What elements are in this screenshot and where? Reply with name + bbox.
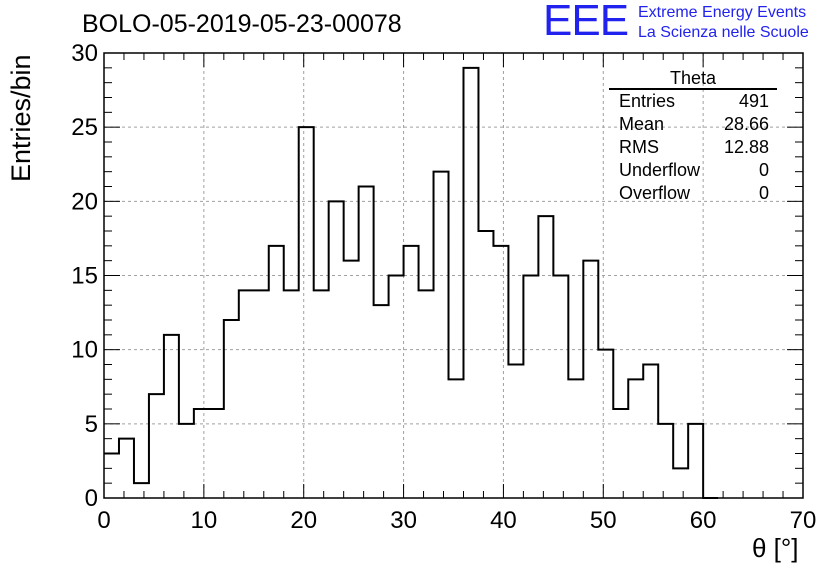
histogram-bin (478, 231, 493, 498)
histogram-bin (628, 379, 643, 498)
x-tick-label: 60 (690, 507, 717, 534)
stats-box: Theta Entries 491 Mean 28.66 RMS 12.88 Unde… (609, 68, 777, 205)
stats-value: 0 (758, 183, 769, 203)
stats-label: Underflow (619, 160, 701, 180)
stats-value: 28.66 (723, 114, 769, 134)
histogram-bin (508, 365, 523, 499)
stats-label: Entries (619, 91, 676, 111)
histogram-bin (359, 187, 374, 499)
histogram-line (104, 66, 719, 499)
histogram-bin (209, 409, 224, 498)
x-tick-label: 10 (191, 507, 218, 534)
y-tick-label: 20 (71, 188, 98, 215)
histogram-bin (463, 68, 478, 498)
histogram-bin (434, 172, 449, 498)
histogram-bin (194, 409, 209, 498)
y-tick-label: 30 (71, 40, 98, 67)
stats-label: Overflow (619, 183, 691, 203)
stats-value: 0 (758, 160, 769, 180)
x-axis-label: θ [°] (752, 533, 799, 563)
histogram-bin (344, 261, 359, 498)
y-tick-label: 25 (71, 114, 98, 141)
histogram-bin (314, 290, 329, 498)
x-tick-label: 40 (490, 507, 517, 534)
y-tick-label: 0 (85, 485, 98, 512)
logo-subtitle-2: La Scienza nelle Scuole (638, 24, 809, 41)
y-tick-label: 5 (85, 411, 98, 438)
stats-value: 12.88 (723, 137, 769, 157)
histogram-bin (688, 424, 703, 498)
x-tick-label: 50 (590, 507, 617, 534)
logo-subtitle-1: Extreme Energy Events (638, 4, 807, 21)
histogram-bin (598, 350, 613, 498)
stats-value: 491 (738, 91, 769, 111)
histogram-bin (643, 365, 658, 499)
histogram-bin (134, 483, 149, 498)
histogram-bin (284, 290, 299, 498)
stats-title: Theta (609, 68, 777, 90)
histogram-bin (389, 276, 404, 499)
histogram-bin (673, 468, 688, 498)
x-tick-label: 0 (97, 507, 110, 534)
histogram-bin (104, 454, 119, 499)
histogram-bin (493, 246, 508, 498)
chart-title: BOLO-05-2019-05-23-00078 (82, 10, 402, 38)
stats-row-overflow: Overflow 0 (609, 182, 777, 205)
histogram-bin (658, 424, 673, 498)
stats-row-rms: RMS 12.88 (609, 136, 777, 159)
histogram-bin (299, 127, 314, 498)
histogram-bin (269, 246, 284, 498)
x-tick-label: 30 (390, 507, 417, 534)
histogram-bin (254, 290, 269, 498)
y-axis-label: Entries/bin (6, 54, 36, 182)
stats-label: Mean (619, 114, 665, 134)
y-tick-label: 15 (71, 263, 98, 290)
histogram-bin (329, 201, 344, 498)
histogram-bin (419, 290, 434, 498)
stats-row-mean: Mean 28.66 (609, 113, 777, 136)
histogram-bin (119, 439, 134, 498)
histogram-bin (568, 379, 583, 498)
histogram-bin (553, 276, 568, 499)
histogram-bin (179, 424, 194, 498)
x-tick-label: 20 (290, 507, 317, 534)
histogram-bin (613, 409, 628, 498)
histogram-bin (224, 320, 239, 498)
histogram-bin (149, 394, 164, 498)
stats-row-entries: Entries 491 (609, 90, 777, 113)
eee-logo: EEE (543, 0, 629, 45)
stats-row-underflow: Underflow 0 (609, 159, 777, 182)
histogram-bin (239, 290, 254, 498)
histogram-bin (164, 335, 179, 498)
y-tick-label: 10 (71, 337, 98, 364)
histogram-bin (523, 276, 538, 499)
histogram-bin (538, 216, 553, 498)
histogram-bin (583, 261, 598, 498)
x-tick-label: 70 (790, 507, 817, 534)
histogram-bin (404, 246, 419, 498)
histogram-bin (449, 379, 464, 498)
stats-label: RMS (619, 137, 659, 157)
histogram-bin (374, 305, 389, 498)
